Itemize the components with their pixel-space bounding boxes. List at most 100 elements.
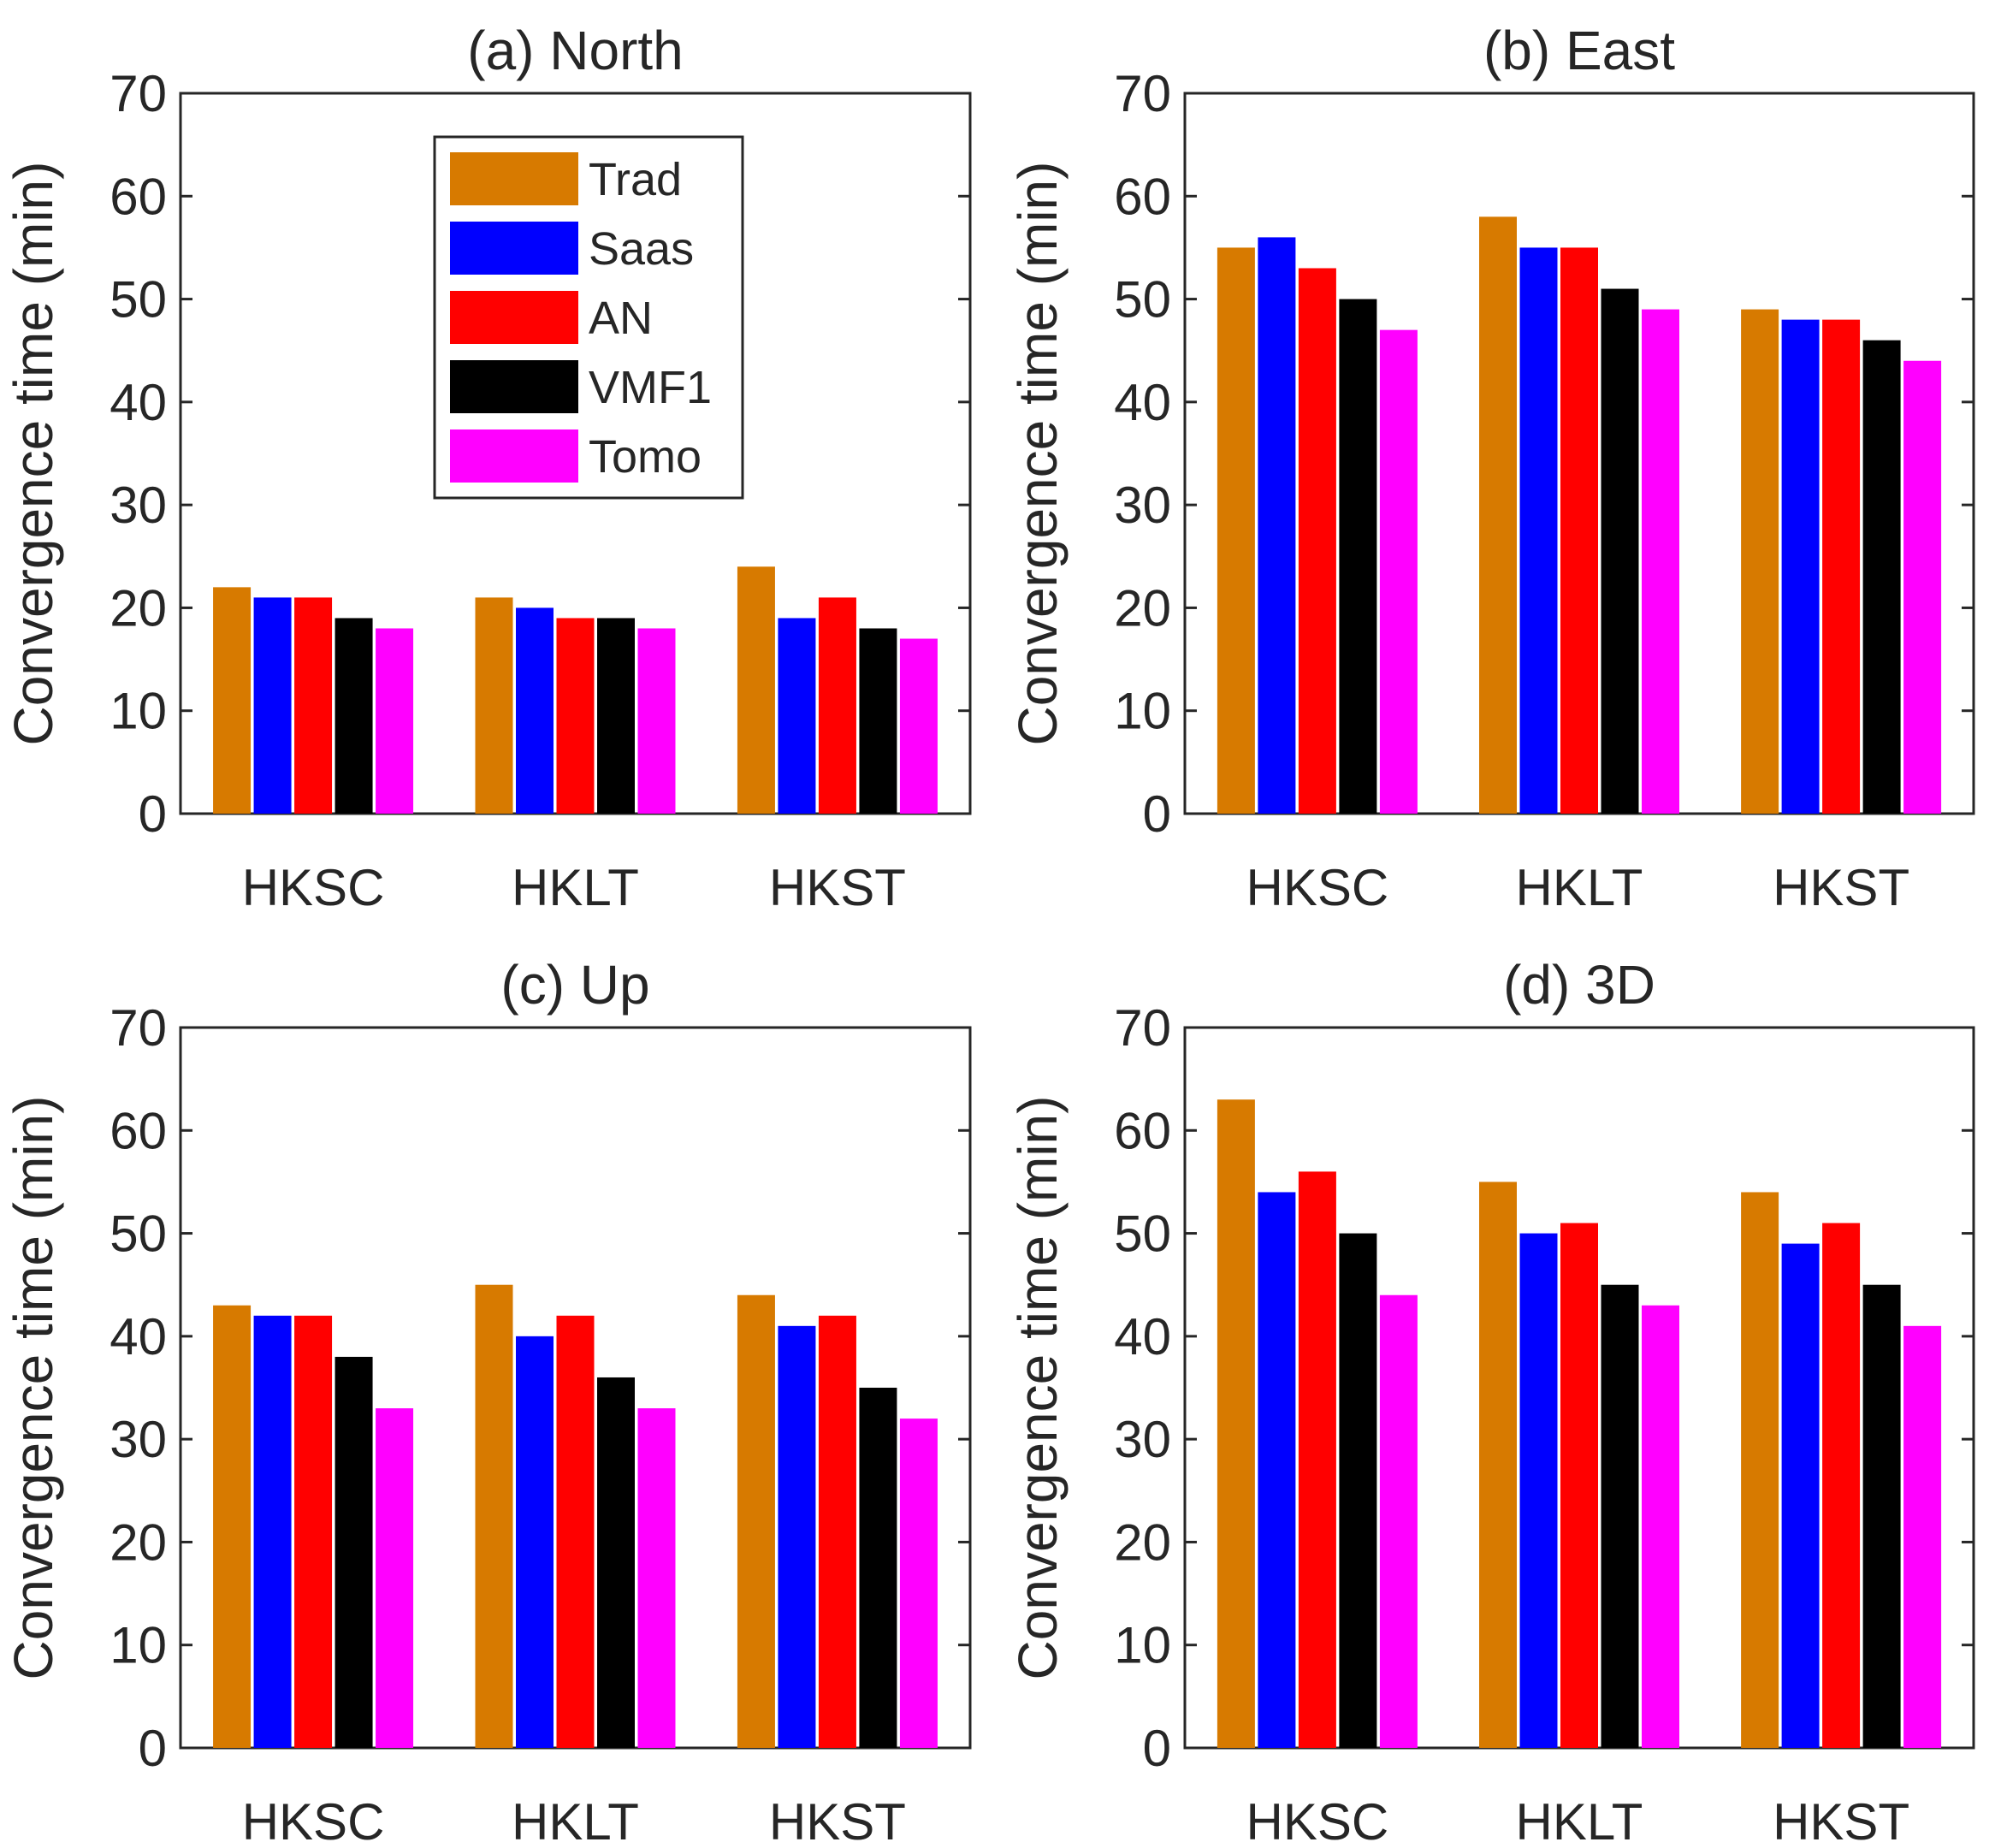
bar-vmf1-hkst [859, 1388, 897, 1748]
chart-panel-3: (c) Up 0 10 20 30 40 50 60 70 Convergence time (m… [3, 954, 972, 1848]
y-tick-label: 60 [1114, 1102, 1171, 1159]
x-tick-label-hksc: HKSC [1246, 1793, 1389, 1848]
bar-trad-hklt [475, 597, 513, 814]
y-tick-label: 0 [1143, 1720, 1171, 1777]
bar-vmf1-hklt [597, 1377, 635, 1748]
bar-saas-hksc [253, 1315, 292, 1748]
bar-an-hksc [1298, 1171, 1336, 1748]
y-tick-label: 60 [1114, 168, 1171, 225]
bar-vmf1-hklt [1601, 1284, 1639, 1748]
bar-saas-hksc [253, 597, 292, 814]
legend-swatch-saas [450, 222, 578, 275]
bar-trad-hksc [1217, 247, 1255, 814]
bar-vmf1-hksc [1339, 299, 1377, 814]
y-tick-label: 60 [110, 168, 167, 225]
x-tick-label-hksc: HKSC [242, 859, 385, 916]
y-tick-label: 10 [1114, 1617, 1171, 1674]
chart-panel-1: (a) North 0 10 20 30 40 50 60 70 Convergence time… [3, 20, 972, 916]
y-tick-label: 50 [1114, 1205, 1171, 1263]
bar-tomo-hklt [1642, 309, 1679, 814]
bar-trad-hklt [1479, 216, 1517, 814]
bar-saas-hkst [1781, 1243, 1820, 1748]
bar-saas-hkst [778, 618, 816, 814]
y-tick-label: 50 [110, 271, 167, 329]
y-tick-label: 30 [1114, 1411, 1171, 1468]
bar-vmf1-hksc [334, 1356, 373, 1748]
x-tick-label-hkst: HKST [769, 1793, 906, 1848]
bar-tomo-hksc [1379, 329, 1418, 814]
bar-an-hksc [1298, 268, 1336, 814]
y-tick-label: 20 [110, 1513, 167, 1571]
x-tick-label-hksc: HKSC [242, 1793, 385, 1848]
bar-trad-hkst [737, 566, 775, 814]
bar-trad-hkst [1741, 309, 1779, 814]
y-tick-label: 40 [1114, 1308, 1171, 1365]
bar-an-hklt [556, 1315, 595, 1748]
bar-saas-hkst [1781, 319, 1820, 814]
y-tick-label: 30 [1114, 477, 1171, 534]
x-tick-label-hklt: HKLT [512, 1793, 639, 1848]
bar-trad-hksc [213, 1305, 252, 1748]
y-axis-label: Convergence time (min) [1007, 162, 1069, 746]
bar-an-hkst [818, 597, 856, 814]
y-axis-label: Convergence time (min) [1007, 1096, 1069, 1680]
bar-saas-hklt [516, 1336, 554, 1748]
bar-trad-hksc [213, 587, 252, 814]
bar-saas-hksc [1258, 237, 1296, 814]
legend-label-an: AN [589, 293, 653, 344]
bar-vmf1-hkst [859, 628, 897, 814]
bar-an-hkst [1822, 319, 1861, 814]
bar-saas-hksc [1258, 1192, 1296, 1748]
x-tick-label-hkst: HKST [1773, 859, 1909, 916]
y-tick-label: 70 [1114, 999, 1171, 1057]
bar-trad-hkst [737, 1294, 775, 1748]
bar-trad-hklt [475, 1284, 513, 1748]
y-tick-label: 40 [1114, 374, 1171, 431]
bar-an-hkst [1822, 1223, 1861, 1748]
bar-vmf1-hksc [1339, 1233, 1377, 1748]
bar-vmf1-hksc [334, 618, 373, 814]
bar-tomo-hksc [376, 628, 414, 814]
y-tick-label: 0 [139, 1720, 167, 1777]
y-axis-label: Convergence time (min) [3, 1096, 64, 1680]
bar-trad-hkst [1741, 1192, 1779, 1748]
bar-tomo-hkst [1903, 1325, 1942, 1748]
y-tick-label: 20 [110, 579, 167, 637]
y-tick-label: 50 [1114, 271, 1171, 329]
bar-tomo-hklt [637, 628, 676, 814]
bar-tomo-hksc [1379, 1294, 1418, 1748]
y-tick-label: 70 [1114, 65, 1171, 122]
y-axis-label: Convergence time (min) [3, 162, 64, 746]
bar-vmf1-hklt [1601, 288, 1639, 814]
y-tick-label: 20 [1114, 1513, 1171, 1571]
legend-swatch-vmf1 [450, 360, 578, 413]
y-tick-label: 40 [110, 374, 167, 431]
y-tick-label: 0 [139, 785, 167, 843]
bar-an-hksc [294, 597, 333, 814]
chart-title: (b) East [1483, 20, 1675, 81]
y-tick-label: 30 [110, 1411, 167, 1468]
bar-an-hksc [294, 1315, 333, 1748]
y-tick-label: 50 [110, 1205, 167, 1263]
bar-vmf1-hklt [597, 618, 635, 814]
bar-vmf1-hkst [1862, 1284, 1901, 1748]
y-tick-label: 10 [110, 683, 167, 740]
bar-vmf1-hkst [1862, 340, 1901, 814]
bar-an-hklt [1560, 1223, 1598, 1748]
bar-an-hklt [1560, 247, 1598, 814]
bar-tomo-hksc [376, 1408, 414, 1748]
y-tick-label: 10 [110, 1617, 167, 1674]
legend: Trad Saas AN VMF1 Tomo [433, 135, 744, 500]
bar-an-hkst [818, 1315, 856, 1748]
bar-saas-hkst [778, 1325, 816, 1748]
legend-swatch-an [450, 291, 578, 344]
x-tick-label-hklt: HKLT [1516, 859, 1643, 916]
y-tick-label: 60 [110, 1102, 167, 1159]
bar-tomo-hkst [899, 1419, 938, 1748]
bar-tomo-hkst [1903, 360, 1942, 814]
x-tick-label-hkst: HKST [1773, 1793, 1909, 1848]
chart-panel-2: (b) East 0 10 20 30 40 50 60 70 Convergence time … [1007, 20, 1975, 916]
y-tick-label: 10 [1114, 683, 1171, 740]
chart-title: (a) North [467, 20, 684, 81]
